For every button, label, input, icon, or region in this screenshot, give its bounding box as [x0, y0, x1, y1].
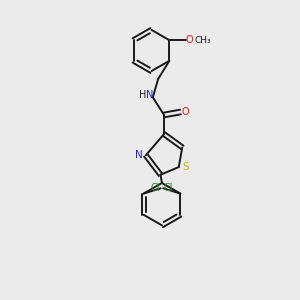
Text: N: N: [135, 150, 143, 160]
Text: Cl: Cl: [164, 183, 173, 193]
Text: N: N: [146, 90, 154, 100]
Text: CH₃: CH₃: [194, 36, 211, 45]
Text: H: H: [139, 90, 146, 100]
Text: O: O: [186, 35, 194, 45]
Text: Cl: Cl: [151, 183, 160, 193]
Text: S: S: [183, 162, 189, 172]
Text: O: O: [182, 107, 190, 117]
